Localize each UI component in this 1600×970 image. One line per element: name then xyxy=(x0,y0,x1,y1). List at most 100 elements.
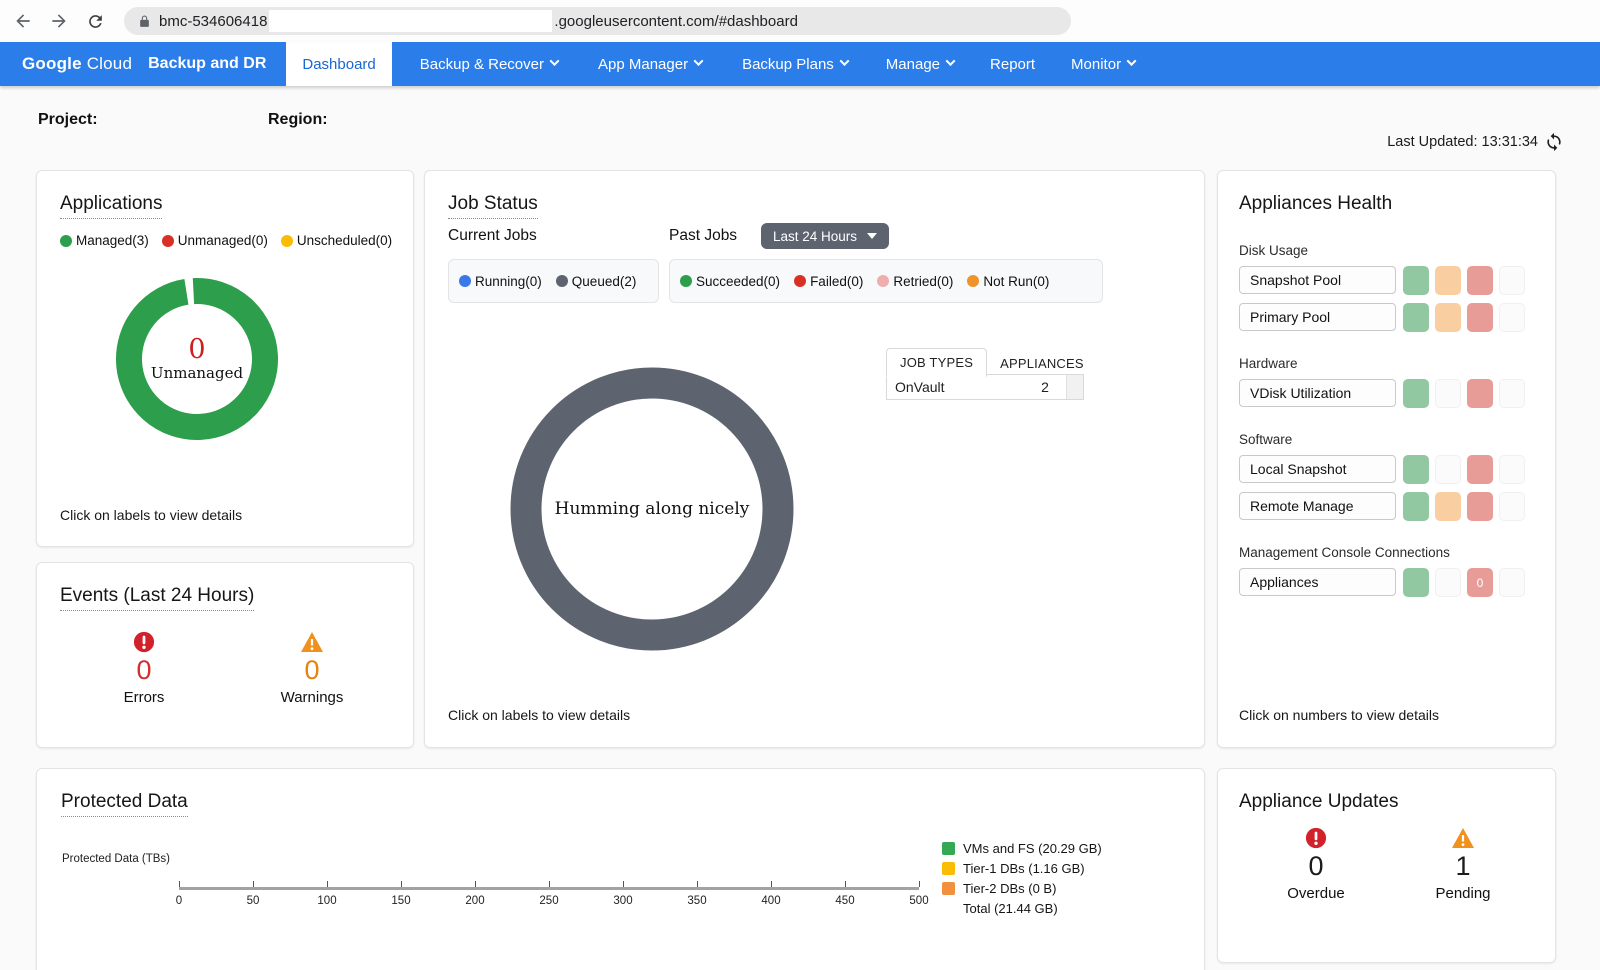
appliances-health-footer-hint: Click on numbers to view details xyxy=(1239,707,1439,723)
section-console-connections: Management Console Connections xyxy=(1239,545,1450,560)
tab-appliances[interactable]: APPLIANCES xyxy=(987,350,1097,377)
url-text-suffix: .googleusercontent.com/#dashboard xyxy=(554,13,798,30)
legend-queued[interactable]: Queued(2) xyxy=(556,274,637,289)
status-cell-warning[interactable] xyxy=(1435,266,1461,295)
appliances-health-card: Appliances Health Disk Usage Snapshot Po… xyxy=(1217,170,1556,748)
time-range-dropdown[interactable]: Last 24 Hours xyxy=(761,223,889,249)
legend-managed[interactable]: Managed(3) xyxy=(60,233,149,248)
job-type-name: OnVault xyxy=(887,375,1024,399)
applications-card: Applications Managed(3) Unmanaged(0) Uns… xyxy=(36,170,414,547)
status-cell-ok[interactable] xyxy=(1403,303,1429,332)
axis-tick xyxy=(549,881,550,887)
warnings-stat[interactable]: 0 Warnings xyxy=(257,631,367,706)
status-cell-empty[interactable] xyxy=(1435,455,1461,484)
browser-forward-button[interactable] xyxy=(44,6,74,36)
status-cell-empty[interactable] xyxy=(1435,568,1461,597)
sync-icon xyxy=(1544,132,1564,152)
tab-dashboard[interactable]: Dashboard xyxy=(286,42,391,86)
warnings-count: 0 xyxy=(304,655,319,686)
url-text-prefix: bmc-534606418 xyxy=(159,13,267,30)
status-cell-critical[interactable] xyxy=(1467,492,1493,521)
status-cell-empty[interactable] xyxy=(1499,379,1525,408)
status-cell-critical[interactable] xyxy=(1467,455,1493,484)
chevron-down-icon xyxy=(694,56,704,66)
legend-total: Total (21.44 GB) xyxy=(942,898,1102,918)
project-label: Project: xyxy=(38,111,98,129)
tab-backup-plans[interactable]: Backup Plans xyxy=(726,42,864,86)
url-bar[interactable]: bmc-534606418 .googleusercontent.com/#da… xyxy=(124,7,1071,35)
page: bmc-534606418 .googleusercontent.com/#da… xyxy=(0,0,1600,970)
health-row-primary-pool: Primary Pool xyxy=(1239,303,1525,332)
status-cell-empty[interactable] xyxy=(1435,379,1461,408)
tab-manage[interactable]: Manage xyxy=(870,42,970,86)
tab-monitor[interactable]: Monitor xyxy=(1055,42,1151,86)
not-run-dot-icon xyxy=(967,275,979,287)
status-cell-ok[interactable] xyxy=(1403,379,1429,408)
tab-backup-recover[interactable]: Backup & Recover xyxy=(404,42,574,86)
legend-retried[interactable]: Retried(0) xyxy=(877,274,953,289)
url-redaction-box xyxy=(269,10,552,32)
status-cell-ok[interactable] xyxy=(1403,455,1429,484)
status-cell-critical[interactable] xyxy=(1467,266,1493,295)
legend-tier1-dbs: Tier-1 DBs (1.16 GB) xyxy=(942,858,1102,878)
pending-stat[interactable]: 1 Pending xyxy=(1408,827,1518,902)
errors-stat[interactable]: 0 Errors xyxy=(89,631,199,706)
appliance-updates-title: Appliance Updates xyxy=(1239,791,1399,816)
protected-data-legend: VMs and FS (20.29 GB) Tier-1 DBs (1.16 G… xyxy=(942,838,1102,918)
legend-not-run[interactable]: Not Run(0) xyxy=(967,274,1049,289)
applications-legend: Managed(3) Unmanaged(0) Unscheduled(0) xyxy=(60,233,392,248)
status-cell-critical[interactable] xyxy=(1467,379,1493,408)
health-row-remote-manage: Remote Manage xyxy=(1239,492,1525,521)
status-cell-empty[interactable] xyxy=(1499,455,1525,484)
tab-job-types[interactable]: JOB TYPES xyxy=(886,348,987,377)
appliances-label: Appliances xyxy=(1239,568,1396,596)
tab-app-manager[interactable]: App Manager xyxy=(582,42,718,86)
status-cell-ok[interactable] xyxy=(1403,568,1429,597)
legend-running[interactable]: Running(0) xyxy=(459,274,542,289)
overdue-stat[interactable]: 0 Overdue xyxy=(1261,827,1371,902)
status-cell-critical-count[interactable]: 0 xyxy=(1467,568,1493,597)
table-scrollbar[interactable] xyxy=(1066,375,1083,399)
vms-fs-swatch-icon xyxy=(942,842,955,855)
status-cell-empty[interactable] xyxy=(1499,266,1525,295)
tier1-swatch-icon xyxy=(942,862,955,875)
legend-unscheduled[interactable]: Unscheduled(0) xyxy=(281,233,392,248)
past-jobs-label: Past Jobs xyxy=(669,227,737,245)
job-types-table: OnVault 2 xyxy=(886,374,1084,400)
applications-title: Applications xyxy=(60,193,162,219)
axis-tick xyxy=(919,881,920,887)
legend-unmanaged[interactable]: Unmanaged(0) xyxy=(162,233,268,248)
tick-label: 500 xyxy=(909,895,928,907)
status-cell-warning[interactable] xyxy=(1435,303,1461,332)
top-navbar: Google Cloud Backup and DR Dashboard Bac… xyxy=(0,42,1600,86)
refresh-button[interactable] xyxy=(1544,132,1564,152)
status-cell-empty[interactable] xyxy=(1499,568,1525,597)
queued-dot-icon xyxy=(556,275,568,287)
status-cell-empty[interactable] xyxy=(1499,492,1525,521)
status-cell-empty[interactable] xyxy=(1499,303,1525,332)
status-cell-ok[interactable] xyxy=(1403,266,1429,295)
legend-failed[interactable]: Failed(0) xyxy=(794,274,863,289)
status-cell-critical[interactable] xyxy=(1467,303,1493,332)
browser-back-button[interactable] xyxy=(8,6,38,36)
status-cell-ok[interactable] xyxy=(1403,492,1429,521)
health-row-snapshot-pool: Snapshot Pool xyxy=(1239,266,1525,295)
tab-report[interactable]: Report xyxy=(974,42,1051,86)
unmanaged-dot-icon xyxy=(162,235,174,247)
axis-tick xyxy=(179,881,180,887)
status-cell-warning[interactable] xyxy=(1435,492,1461,521)
last-updated-text: Last Updated: 13:31:34 xyxy=(1387,134,1538,150)
events-title: Events (Last 24 Hours) xyxy=(60,585,254,611)
axis-tick xyxy=(327,881,328,887)
lock-icon xyxy=(138,15,151,28)
primary-pool-label: Primary Pool xyxy=(1239,303,1396,331)
applications-footer-hint: Click on labels to view details xyxy=(60,507,242,523)
warnings-label: Warnings xyxy=(281,689,344,706)
legend-succeeded[interactable]: Succeeded(0) xyxy=(680,274,780,289)
tick-label: 100 xyxy=(317,895,336,907)
section-software: Software xyxy=(1239,432,1292,447)
protected-data-card: Protected Data Protected Data (TBs) 0 50… xyxy=(36,768,1205,970)
browser-reload-button[interactable] xyxy=(80,6,110,36)
running-dot-icon xyxy=(459,275,471,287)
appliances-health-title: Appliances Health xyxy=(1239,193,1392,218)
